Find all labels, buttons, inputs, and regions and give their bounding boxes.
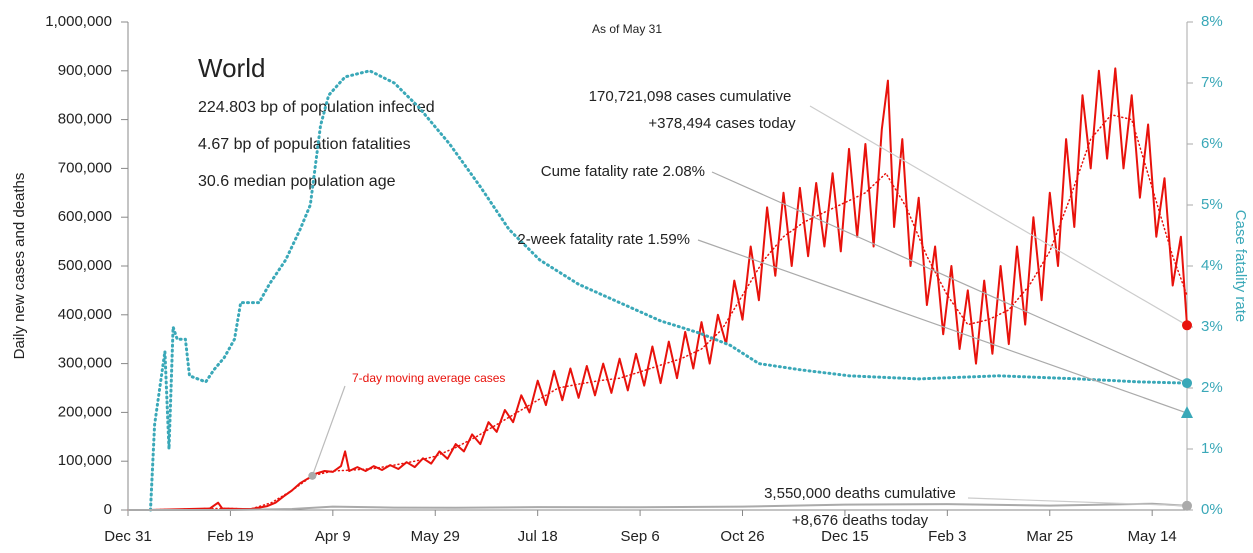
annotation: 170,721,098 cases cumulative — [589, 88, 792, 105]
y-tick-label: 800,000 — [58, 111, 112, 128]
x-tick-label: May 14 — [1128, 528, 1177, 545]
x-tick-label: Dec 31 — [104, 528, 152, 545]
panel-line: 30.6 median population age — [198, 173, 396, 190]
y-tick-label: 400,000 — [58, 306, 112, 323]
x-tick-label: Oct 26 — [720, 528, 764, 545]
y-tick-label: 600,000 — [58, 208, 112, 225]
y2-tick-label: 2% — [1201, 379, 1223, 396]
leader-line — [711, 171, 1188, 384]
x-tick-label: Feb 19 — [207, 528, 254, 545]
annotation: +8,676 deaths today — [792, 512, 929, 529]
x-tick-label: Feb 3 — [928, 528, 966, 545]
annotation: 3,550,000 deaths cumulative — [764, 485, 956, 502]
annotation: Cume fatality rate 2.08% — [541, 163, 705, 180]
y2-tick-label: 1% — [1201, 440, 1223, 457]
dotted-line — [149, 69, 1189, 512]
subtitle: As of May 31 — [592, 22, 662, 36]
leader-line — [311, 385, 346, 477]
y-tick-label: 1,000,000 — [45, 13, 112, 30]
label-dot — [308, 471, 317, 480]
y2-tick-label: 8% — [1201, 13, 1223, 30]
series-label: 7-day moving average cases — [352, 371, 505, 385]
end-triangle — [1181, 406, 1193, 419]
annotation: +378,494 cases today — [648, 115, 796, 132]
panel-title: World — [198, 53, 265, 83]
y-tick-label: 700,000 — [58, 159, 112, 176]
y-tick-label: 500,000 — [58, 257, 112, 274]
y2-tick-label: 0% — [1201, 501, 1223, 518]
panel-line: 4.67 bp of population fatalities — [198, 136, 411, 153]
annotation: 2-week fatality rate 1.59% — [517, 231, 690, 248]
y2-tick-label: 3% — [1201, 318, 1223, 335]
y2-axis-title: Case fatality rate — [1232, 210, 1249, 323]
x-tick-label: Dec 15 — [821, 528, 869, 545]
y2-tick-label: 5% — [1201, 196, 1223, 213]
y-axis-title: Daily new cases and deaths — [11, 173, 28, 360]
line — [127, 67, 1188, 511]
y-tick-label: 100,000 — [58, 452, 112, 469]
x-tick-label: Sep 6 — [620, 528, 659, 545]
y2-tick-label: 4% — [1201, 257, 1223, 274]
x-tick-label: Jul 18 — [518, 528, 558, 545]
panel-line: 224.803 bp of population infected — [198, 99, 435, 116]
end-marker — [1182, 378, 1192, 389]
leader-line — [967, 497, 1188, 507]
y2-tick-label: 7% — [1201, 74, 1223, 91]
x-tick-label: Apr 9 — [315, 528, 351, 545]
y-tick-label: 300,000 — [58, 355, 112, 372]
leader-line — [809, 105, 1188, 326]
leader-line — [697, 239, 1188, 414]
end-marker — [1182, 320, 1192, 331]
y-tick-label: 200,000 — [58, 403, 112, 420]
y-tick-label: 0 — [104, 501, 112, 518]
end-marker — [1182, 500, 1192, 511]
line — [127, 502, 1188, 511]
x-tick-label: Mar 25 — [1026, 528, 1073, 545]
x-tick-label: May 29 — [411, 528, 460, 545]
dotted-line — [127, 113, 1188, 511]
y-tick-label: 900,000 — [58, 62, 112, 79]
y2-tick-label: 6% — [1201, 135, 1223, 152]
